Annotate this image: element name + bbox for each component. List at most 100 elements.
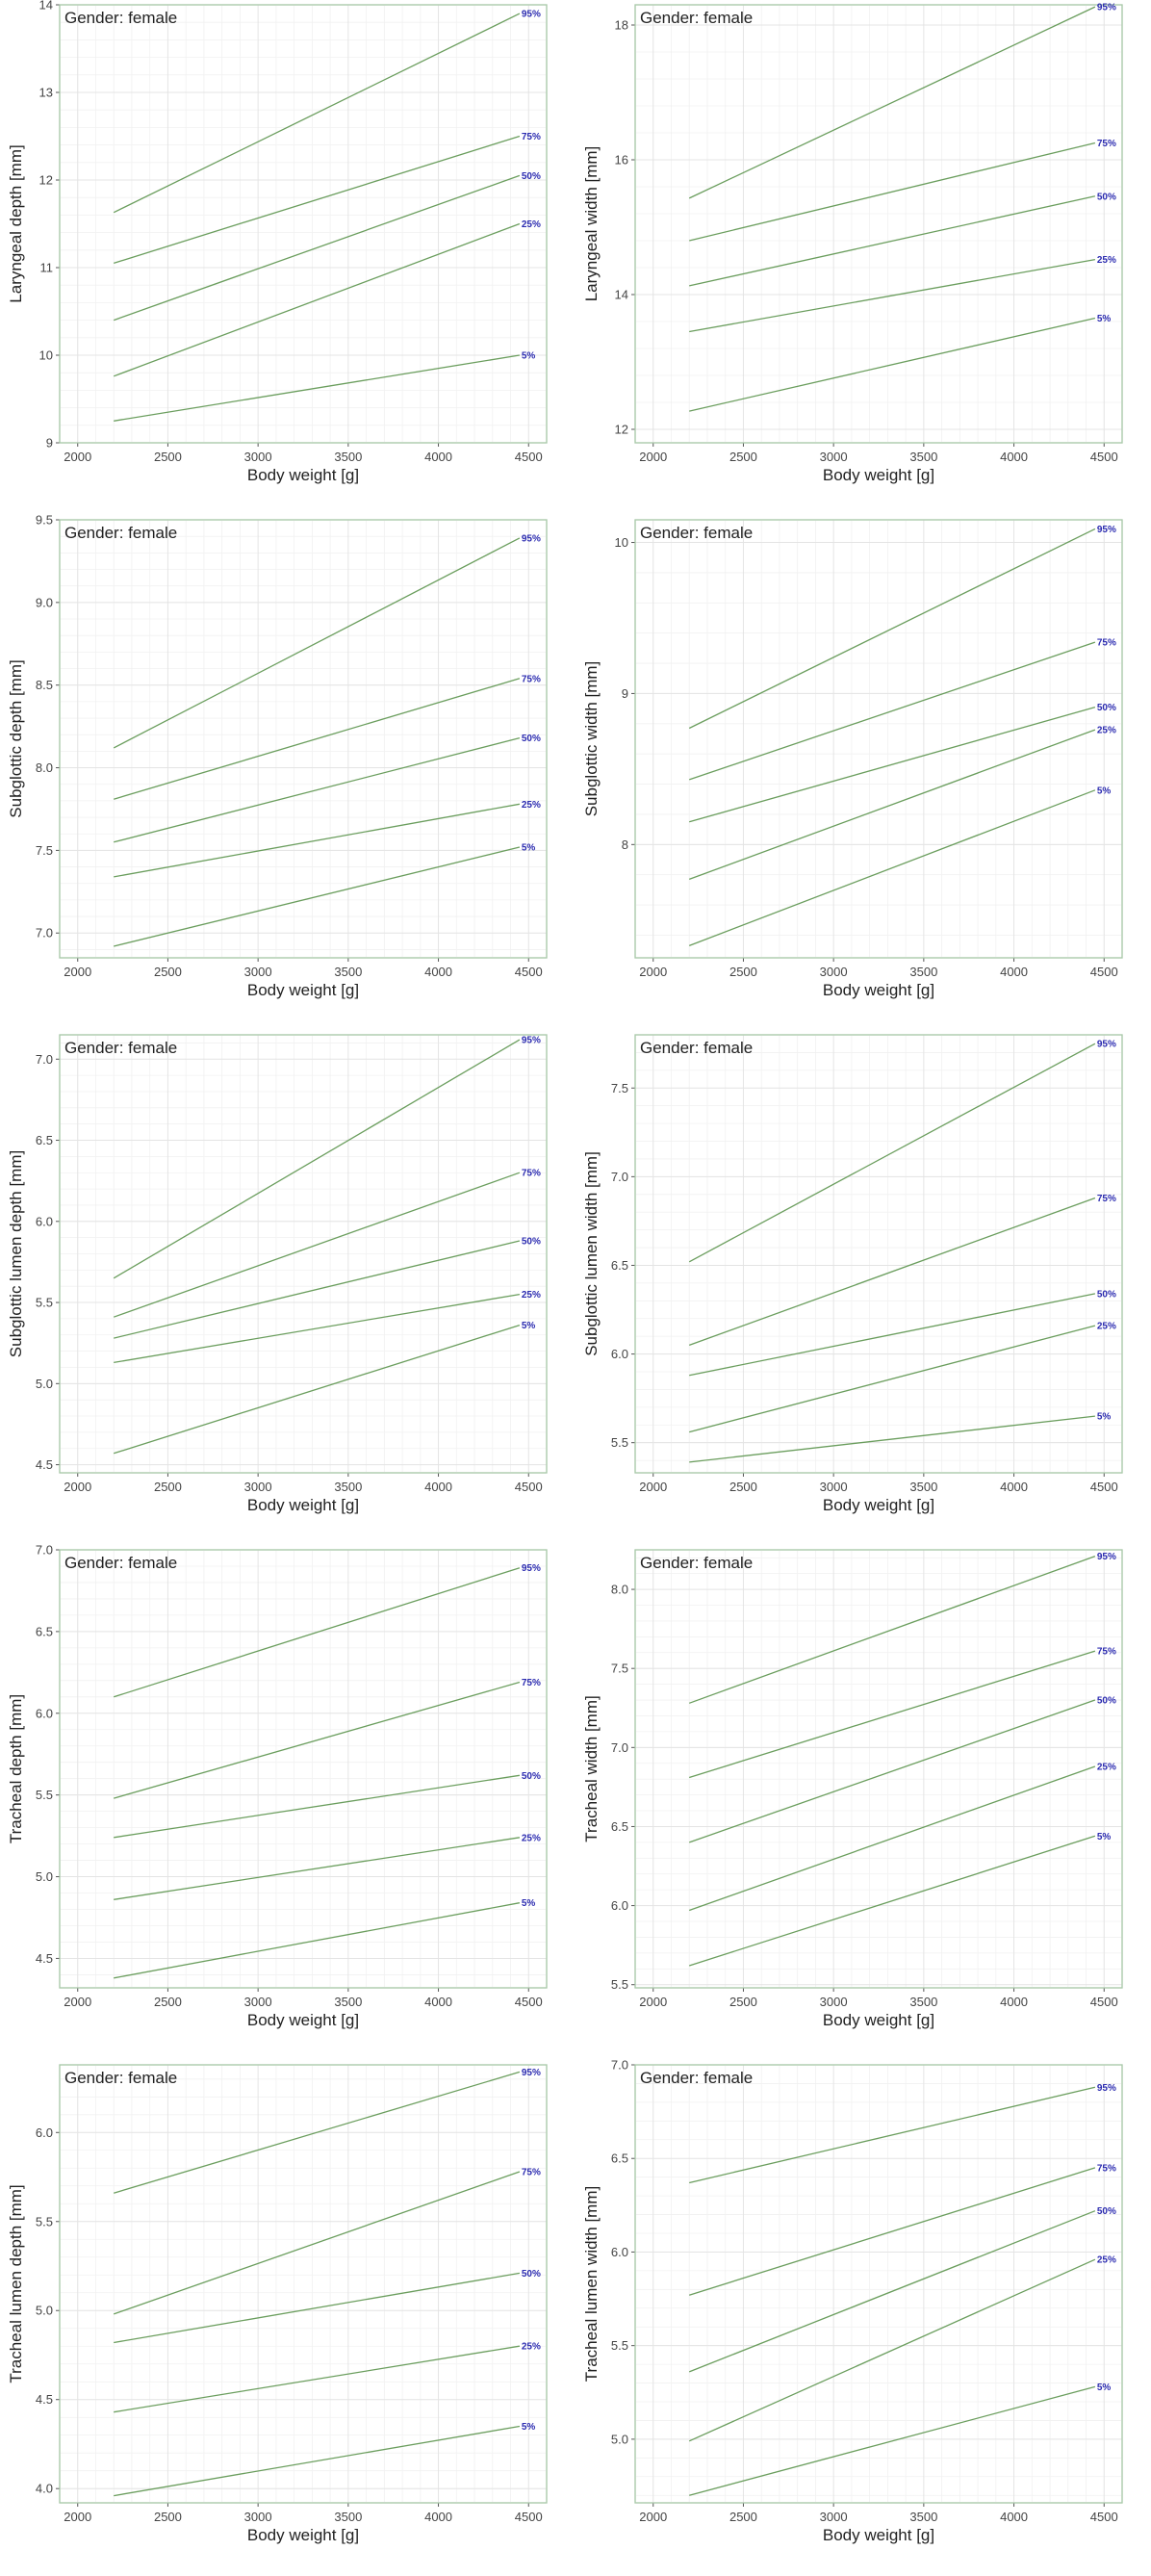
series-line xyxy=(113,174,521,322)
series-label: 25% xyxy=(522,800,541,811)
series-label: 50% xyxy=(1097,703,1116,713)
chart-svg: 2000 2500 3000 3500 4000 4500 12 14 16 18 5% 25% 50%… xyxy=(582,3,1123,484)
y-tick-label: 8.0 xyxy=(36,760,53,775)
series-line xyxy=(688,1699,1096,1843)
x-tick-label: 3500 xyxy=(334,450,362,464)
chart-svg: 2000 2500 3000 3500 4000 4500 8 9 10 5% 25% 50% 75% 9… xyxy=(582,519,1123,999)
chart-svg: 2000 2500 3000 3500 4000 4500 5.5 6.0 6.5 7.0 7.5 8… xyxy=(582,1549,1123,2029)
x-tick-label: 2000 xyxy=(64,450,91,464)
series-label: 95% xyxy=(522,10,541,20)
y-axis-title: Laryngeal width [mm] xyxy=(582,146,601,302)
series-label: 50% xyxy=(522,2269,541,2280)
series-label: 25% xyxy=(522,219,541,230)
y-tick-label: 7.0 xyxy=(36,926,53,940)
y-tick-label: 7.0 xyxy=(36,1052,53,1067)
y-tick-label: 4.0 xyxy=(36,2482,53,2496)
y-tick-label: 10 xyxy=(615,535,628,550)
plot-frame xyxy=(634,4,1123,444)
x-tick-label: 3500 xyxy=(334,1995,362,2009)
y-tick-label: 7.0 xyxy=(611,1170,628,1184)
y-axis-title: Tracheal lumen width [mm] xyxy=(582,2186,601,2382)
series-label: 50% xyxy=(1097,1289,1116,1300)
y-tick-label: 14 xyxy=(615,288,628,302)
y-tick-label: 6.0 xyxy=(36,2125,53,2140)
plot-area xyxy=(59,1549,548,1989)
series-label: 50% xyxy=(522,171,541,182)
chart-panel: 2000 2500 3000 3500 4000 4500 5.5 6.0 6.5 7.0 7.5 8… xyxy=(576,1545,1151,2060)
series-line xyxy=(114,1240,521,1339)
x-tick-label: 3000 xyxy=(820,965,848,979)
panel-title: Gender: female xyxy=(64,2069,177,2087)
y-axis-title: Subglottic depth [mm] xyxy=(7,659,25,817)
x-axis-title: Body weight [g] xyxy=(247,981,359,999)
x-tick-label: 3500 xyxy=(334,1480,362,1494)
plot-area xyxy=(634,1034,1123,1474)
y-tick-label: 6.0 xyxy=(611,2245,628,2259)
chart-svg: 2000 2500 3000 3500 4000 4500 4.0 4.5 5.0 5.5 6.0 5… xyxy=(7,2064,548,2544)
chart-panel: 2000 2500 3000 3500 4000 4500 5.5 6.0 6.5 7.0 7.5 5… xyxy=(576,1030,1151,1545)
y-tick-label: 7.5 xyxy=(36,843,53,858)
y-tick-label: 12 xyxy=(39,173,53,188)
series-line xyxy=(114,803,521,878)
y-tick-label: 18 xyxy=(615,18,628,33)
x-tick-label: 4000 xyxy=(1000,1480,1028,1494)
series-line xyxy=(689,195,1096,287)
series-line xyxy=(114,2425,521,2497)
y-tick-label: 5.5 xyxy=(611,1435,628,1450)
x-tick-label: 4000 xyxy=(424,1995,452,2009)
x-tick-label: 4500 xyxy=(515,450,543,464)
series-label: 95% xyxy=(1097,1040,1116,1050)
y-tick-label: 6.0 xyxy=(36,1214,53,1228)
series-label: 25% xyxy=(522,1833,541,1843)
series-label: 25% xyxy=(522,1290,541,1301)
series-line xyxy=(688,1197,1096,1347)
y-tick-label: 6.0 xyxy=(36,1706,53,1720)
panel-title: Gender: female xyxy=(64,1039,177,1057)
y-tick-label: 7.0 xyxy=(611,1740,628,1755)
grid xyxy=(634,5,1123,443)
chart-svg: 2000 2500 3000 3500 4000 4500 5.5 6.0 6.5 7.0 7.5 5… xyxy=(582,1034,1123,1514)
x-tick-label: 2500 xyxy=(154,965,182,979)
series-line xyxy=(688,789,1096,947)
y-axis-title: Subglottic lumen depth [mm] xyxy=(7,1150,25,1357)
series-line xyxy=(114,1902,521,1979)
series-label: 50% xyxy=(522,734,541,744)
y-tick-label: 5.5 xyxy=(36,1296,53,1310)
x-axis-title: Body weight [g] xyxy=(247,1496,359,1514)
chart-panel: 2000 2500 3000 3500 4000 4500 4.5 5.0 5.5 6.0 6.5 7… xyxy=(0,1545,576,2060)
x-tick-label: 2500 xyxy=(729,2510,757,2524)
y-axis-title: Subglottic lumen width [mm] xyxy=(582,1151,601,1356)
x-axis-title: Body weight [g] xyxy=(823,466,934,484)
y-tick-label: 7.5 xyxy=(611,1081,628,1095)
y-tick-label: 4.5 xyxy=(36,1457,53,1472)
x-axis-title: Body weight [g] xyxy=(247,2526,359,2544)
y-tick-label: 8.5 xyxy=(36,678,53,692)
x-tick-label: 4000 xyxy=(424,1480,452,1494)
series-line xyxy=(688,1043,1096,1263)
y-tick-label: 5.0 xyxy=(36,2304,53,2318)
chart-panel: 2000 2500 3000 3500 4000 4500 5.0 5.5 6.0 6.5 7.0 5… xyxy=(576,2060,1151,2575)
y-tick-label: 5.5 xyxy=(611,2338,628,2353)
series-label: 75% xyxy=(1097,1647,1116,1658)
series-line xyxy=(689,258,1096,333)
series-line xyxy=(689,1415,1095,1463)
series-line xyxy=(114,2345,521,2413)
series-label: 25% xyxy=(522,2342,541,2353)
series-label: 5% xyxy=(1097,1412,1112,1423)
series-line xyxy=(114,1837,520,1900)
x-tick-label: 4500 xyxy=(1090,1995,1118,2009)
plot-area xyxy=(59,519,548,959)
series-line xyxy=(689,1293,1096,1377)
x-tick-label: 2500 xyxy=(729,1480,757,1494)
plot-area xyxy=(59,2064,548,2504)
plot-area xyxy=(634,2064,1123,2504)
series-label: 75% xyxy=(522,2167,541,2177)
panel-title: Gender: female xyxy=(64,1554,177,1572)
x-tick-label: 4500 xyxy=(515,965,543,979)
series-line xyxy=(689,1650,1096,1779)
y-tick-label: 4.5 xyxy=(36,1951,53,1966)
x-tick-label: 3000 xyxy=(820,1995,848,2009)
x-tick-label: 4500 xyxy=(515,2510,543,2524)
series-line xyxy=(688,2258,1096,2442)
x-tick-label: 4500 xyxy=(515,1480,543,1494)
